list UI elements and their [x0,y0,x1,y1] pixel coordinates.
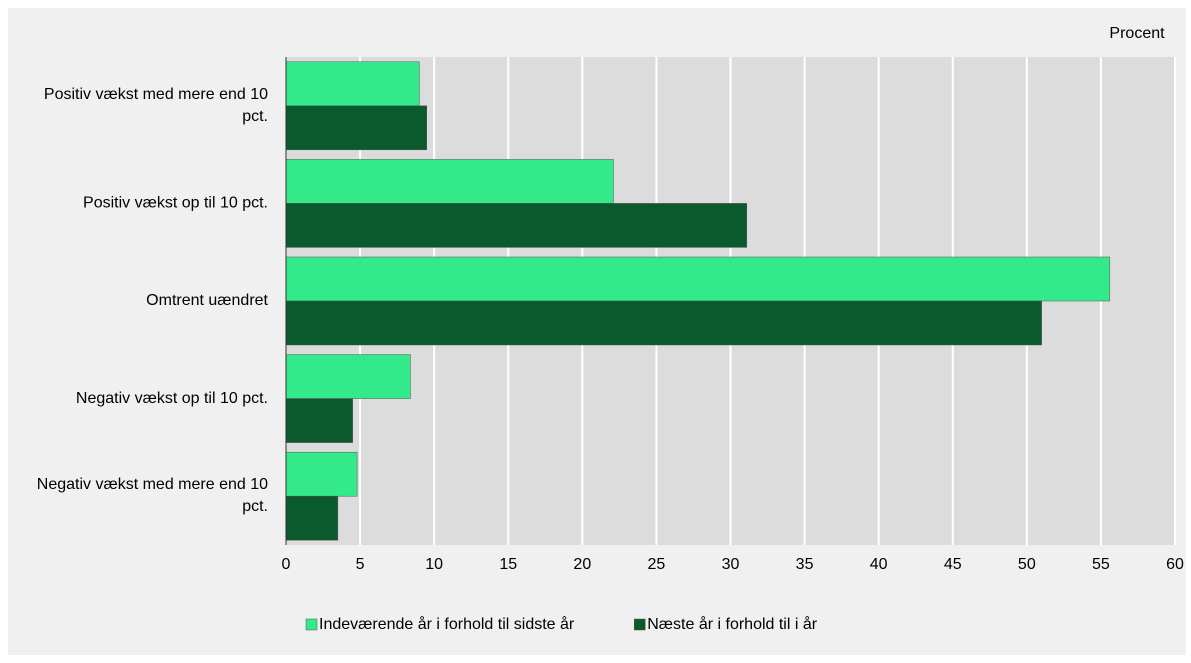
y-tick-label: Negativ vækst med mere end 10 pct. [37,476,268,515]
y-tick-label: Positiv vækst med mere end 10 pct. [44,86,268,125]
x-tick-label: 30 [722,556,740,573]
bar [285,495,339,541]
y-tick-label-line: pct. [242,108,268,125]
bar [285,300,1042,346]
x-axis-label: Procent [1109,25,1165,42]
x-tick-label: 35 [796,556,814,573]
x-tick-label: 50 [1018,556,1036,573]
y-tick-label-line: pct. [242,498,268,515]
x-tick-label: 5 [356,556,365,573]
y-tick-label-line: Positiv vækst med mere end 10 [44,86,268,103]
y-tick-label: Omtrent uændret [146,292,268,309]
y-tick-label: Negativ vækst op til 10 pct. [76,390,268,407]
legend-swatch [305,618,318,631]
bar [285,398,353,443]
bar [285,451,358,497]
bar [285,105,428,151]
x-tick-label: 15 [499,556,517,573]
x-tick-label: 20 [573,556,591,573]
x-tick-label: 25 [648,556,666,573]
legend-swatch [634,618,646,631]
legend-label: Næste år i forhold til i år [647,615,818,633]
bar [285,61,420,107]
bar [285,256,1111,302]
x-tick-label: 10 [425,556,443,573]
y-tick-label-line: Negativ vækst med mere end 10 [37,476,268,493]
x-tick-label: 40 [870,556,888,573]
legend-label: Indeværende år i forhold til sidste år [319,615,575,633]
x-tick-label: 45 [944,556,962,573]
y-tick-label: Positiv vækst op til 10 pct. [83,195,268,212]
x-tick-label: 0 [282,556,291,573]
bar [285,354,411,399]
bar [285,159,614,204]
x-tick-label: 60 [1166,556,1184,573]
bar [285,203,748,248]
x-tick-label: 55 [1092,556,1110,573]
